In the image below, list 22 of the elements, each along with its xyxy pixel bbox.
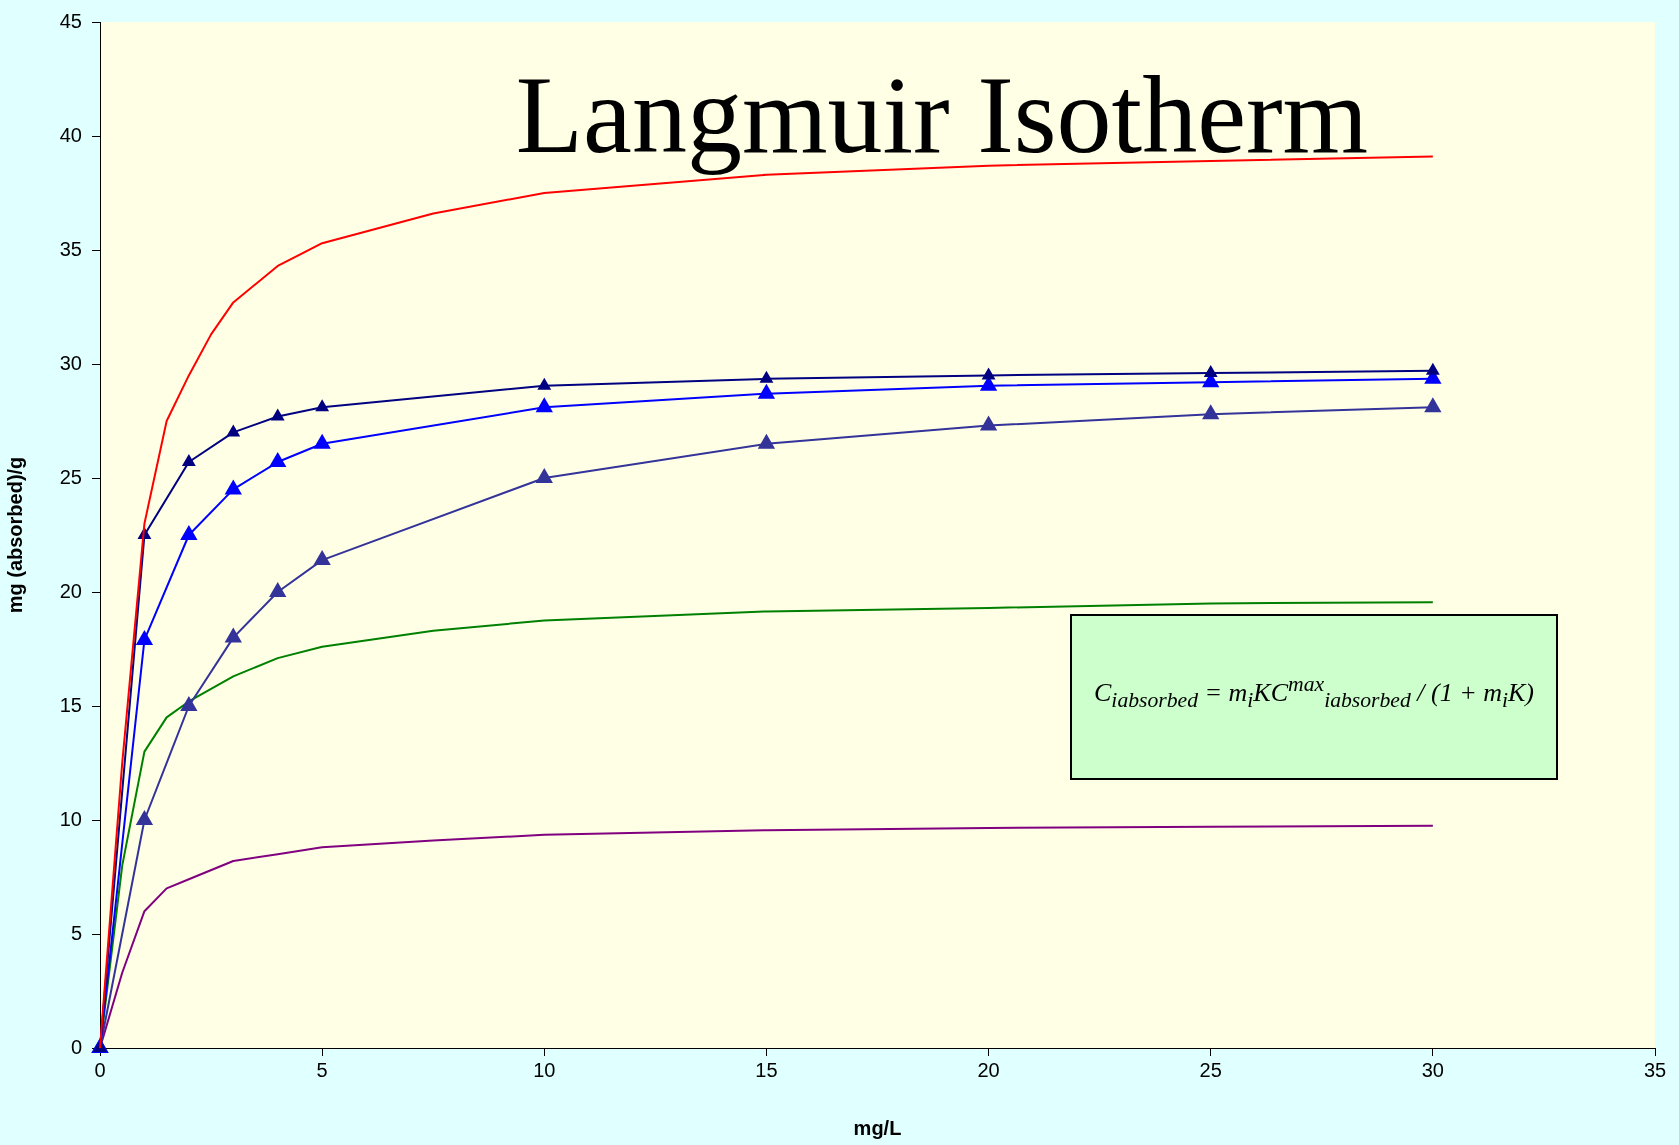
formula-box: C$_{iabsorbed}$ = m$_{i}$KC$^{max}$$_{iabsorbed}$ / (1 + m$_{i}$K) (1070, 614, 1558, 780)
y-tick-label: 15 (59, 693, 82, 716)
y-tick-label: 5 (70, 921, 82, 944)
x-axis-title: mg/L (853, 1116, 902, 1139)
x-tick-label: 35 (1643, 1058, 1667, 1081)
y-tick-label: 45 (59, 9, 82, 32)
y-tick-label: 40 (59, 123, 82, 146)
y-tick-label: 10 (59, 807, 82, 830)
x-tick-label: 20 (977, 1058, 1000, 1081)
x-tick-label: 10 (533, 1058, 556, 1081)
y-tick-label: 35 (59, 237, 82, 260)
x-tick-label: 0 (94, 1058, 106, 1081)
y-axis-title: mg (absorbed)/g (3, 456, 26, 614)
x-tick-label: 5 (316, 1058, 328, 1081)
y-tick-label: 20 (59, 579, 82, 602)
x-tick-label: 30 (1421, 1058, 1444, 1081)
chart-title: Langmuir Isotherm (515, 54, 1369, 176)
x-tick-label: 25 (1199, 1058, 1222, 1081)
y-tick-label: 25 (59, 465, 82, 488)
y-tick-label: 30 (59, 351, 82, 374)
y-tick-label: 0 (70, 1035, 82, 1058)
x-tick-label: 15 (755, 1058, 778, 1081)
